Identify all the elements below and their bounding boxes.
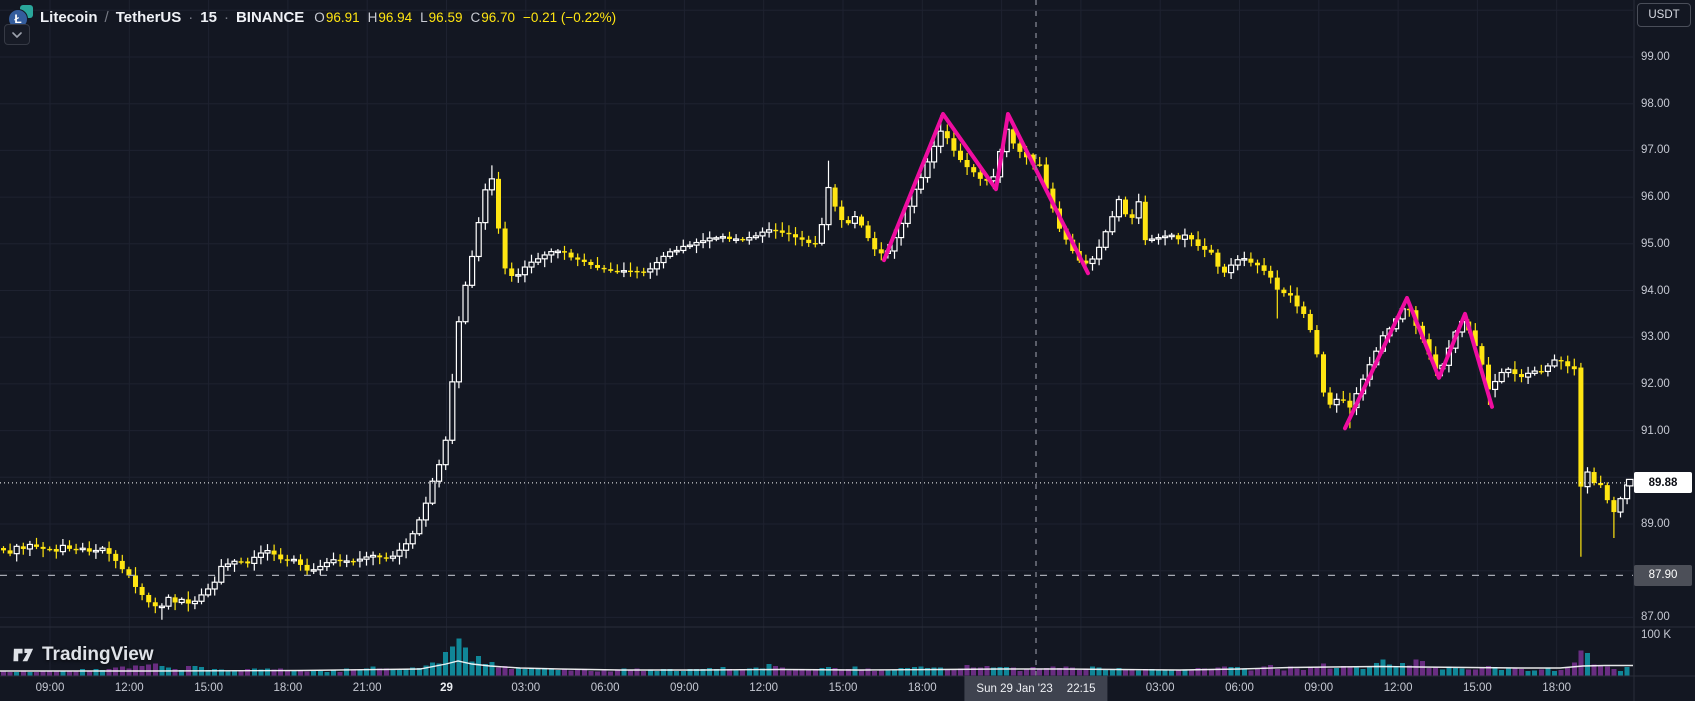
time-tick-label: 18:00 xyxy=(273,682,303,694)
currency-button[interactable]: USDT xyxy=(1637,3,1691,27)
symbol-button[interactable]: Ł Litecoin / TetherUS · 15 · BINANCE xyxy=(8,5,304,29)
time-axis[interactable]: 09:00 12:00 15:00 18:00 21:00 29 03:00 06:00 09:… xyxy=(0,676,1634,701)
volume-ma-line xyxy=(0,660,1633,672)
last-price-badge: 89.88 xyxy=(1634,472,1692,494)
price-tick-label: 89.00 xyxy=(1641,518,1670,530)
price-tick-label: 96.00 xyxy=(1641,191,1670,204)
price-tick-label: 98.00 xyxy=(1641,97,1670,110)
time-tick-label: 15:00 xyxy=(828,682,858,694)
watermark-text: TradingView xyxy=(42,643,154,665)
crosshair-time-badge: Sun 29 Jan '23 22:15 xyxy=(964,676,1108,701)
tradingview-watermark[interactable]: TradingView xyxy=(12,643,154,666)
price-tick-label: 87.00 xyxy=(1641,611,1670,624)
time-tick-label: 09:00 xyxy=(1304,682,1334,694)
price-axis[interactable]: USDT 99.00 98.00 97.00 96.00 95.00 94.00 93.00… xyxy=(1634,0,1695,701)
price-tick-label: 95.00 xyxy=(1641,237,1670,250)
crosshair-date: Sun 29 Jan '23 xyxy=(976,682,1053,695)
time-tick-label: 12:00 xyxy=(1383,682,1413,694)
crosshair-time: 22:15 xyxy=(1066,682,1096,695)
price-tick-label: 94.00 xyxy=(1641,284,1670,297)
tradingview-logo-icon xyxy=(13,648,34,662)
chevron-down-icon xyxy=(12,31,22,38)
price-tick-label: 97.00 xyxy=(1641,144,1670,157)
time-tick-label: 03:00 xyxy=(1145,682,1175,694)
time-tick-label: 09:00 xyxy=(35,682,65,694)
grid-layer xyxy=(0,0,1633,676)
time-tick-label: 29 xyxy=(440,682,453,694)
change-value: −0.21 (−0.22%) xyxy=(523,9,617,25)
time-tick-label: 21:00 xyxy=(352,682,382,694)
time-tick-label: 15:00 xyxy=(1463,682,1492,694)
symbol-legend: Ł Litecoin / TetherUS · 15 · BINANCE O 96… xyxy=(8,5,616,29)
time-tick-label: 06:00 xyxy=(1225,682,1254,694)
time-tick-label: 12:00 xyxy=(114,682,144,694)
volume-axis-label: 100 K xyxy=(1641,629,1672,641)
price-tick-label: 92.00 xyxy=(1641,377,1670,390)
open-value: 96.91 xyxy=(325,9,360,25)
interval-dropdown-button[interactable] xyxy=(4,24,30,45)
close-value: 96.70 xyxy=(481,9,516,25)
symbol-base: Litecoin xyxy=(40,8,98,26)
time-tick-label: 18:00 xyxy=(1542,682,1572,694)
low-value: 96.59 xyxy=(428,9,463,25)
dot-separator: · xyxy=(223,8,229,26)
time-tick-label: 09:00 xyxy=(670,682,699,694)
price-tick-label: 99.00 xyxy=(1641,51,1670,63)
time-tick-label: 18:00 xyxy=(907,682,937,694)
candles-layer xyxy=(1,115,1631,620)
interval-label: 15 xyxy=(200,8,217,26)
last-price-marker xyxy=(1625,478,1634,487)
zigzag-drawing[interactable] xyxy=(1343,295,1494,431)
symbol-quote: TetherUS xyxy=(115,8,182,26)
zigzag-drawing[interactable] xyxy=(882,111,1090,276)
price-tick-label: 91.00 xyxy=(1641,424,1670,437)
time-tick-label: 12:00 xyxy=(749,682,779,694)
time-tick-label: 03:00 xyxy=(511,682,541,694)
alert-level-badge: 87.90 xyxy=(1634,564,1692,586)
high-value: 96.94 xyxy=(378,9,413,25)
price-tick-label: 93.00 xyxy=(1641,331,1670,344)
time-tick-label: 06:00 xyxy=(590,682,620,694)
exchange-label: BINANCE xyxy=(235,8,305,26)
ohlc-legend: O 96.91 H 96.94 L 96.59 C 96.70 −0.21 (−0.22… xyxy=(314,9,617,25)
time-tick-label: 15:00 xyxy=(194,682,223,694)
dot-separator: · xyxy=(188,8,194,26)
symbol-separator: / xyxy=(104,8,109,26)
